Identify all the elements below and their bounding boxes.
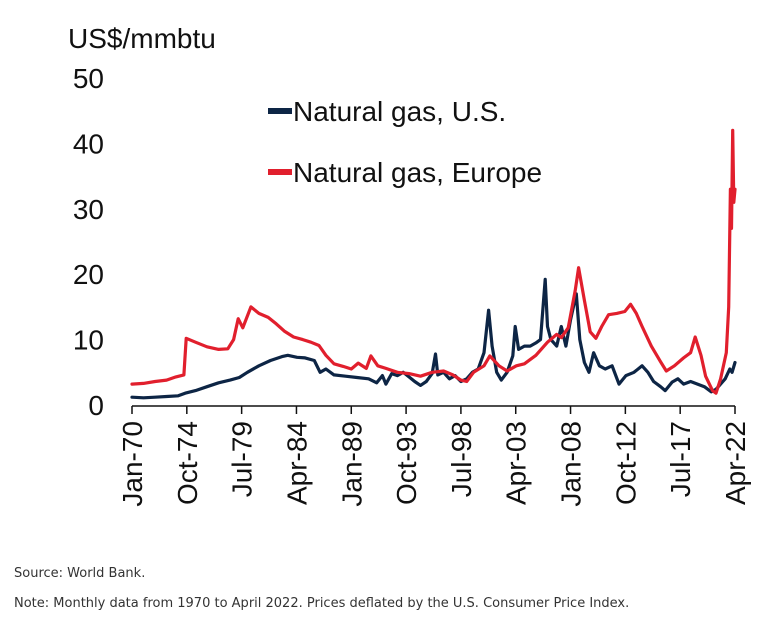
x-tick-label: Jan-70 xyxy=(117,421,148,507)
y-tick-label: 20 xyxy=(73,259,104,290)
x-tick-label: Jan-08 xyxy=(556,421,587,507)
y-tick-labels: 0 10 20 30 40 50 xyxy=(73,63,104,421)
series-line-us xyxy=(130,277,737,400)
x-tick-label: Apr-03 xyxy=(501,421,532,505)
x-tick-label: Jan-89 xyxy=(336,421,367,507)
axes xyxy=(131,405,736,414)
y-tick-label: 10 xyxy=(73,325,104,356)
y-tick-label: 50 xyxy=(73,63,104,94)
legend-label-us: Natural gas, U.S. xyxy=(293,96,506,127)
x-tick-label: Jul-79 xyxy=(227,421,258,497)
x-tick-label: Jul-98 xyxy=(446,421,477,497)
legend-label-europe: Natural gas, Europe xyxy=(293,157,542,188)
series-lines xyxy=(130,128,737,400)
x-tick-label: Oct-74 xyxy=(172,421,203,505)
series-line-europe xyxy=(130,128,737,395)
x-tick-label: Apr-84 xyxy=(281,421,312,505)
x-tick-label: Oct-12 xyxy=(610,421,641,505)
x-tick-label: Jul-17 xyxy=(665,421,696,497)
y-tick-label: 40 xyxy=(73,128,104,159)
x-tick-label: Oct-93 xyxy=(391,421,422,505)
line-chart: US$/mmbtu 0 10 20 30 40 50 Jan-70 Oct-74 Jul-79… xyxy=(68,23,751,507)
x-tick-label: Apr-22 xyxy=(720,421,751,505)
source-note: Source: World Bank. xyxy=(14,566,146,581)
legend: Natural gas, U.S. Natural gas, Europe xyxy=(268,96,542,188)
y-tick-label: 0 xyxy=(88,390,104,421)
y-tick-label: 30 xyxy=(73,194,104,225)
methodology-note: Note: Monthly data from 1970 to April 20… xyxy=(14,596,630,611)
x-tick-labels: Jan-70 Oct-74 Jul-79 Apr-84 Jan-89 Oct-93 Jul-… xyxy=(117,421,751,507)
y-axis-title: US$/mmbtu xyxy=(68,23,216,54)
